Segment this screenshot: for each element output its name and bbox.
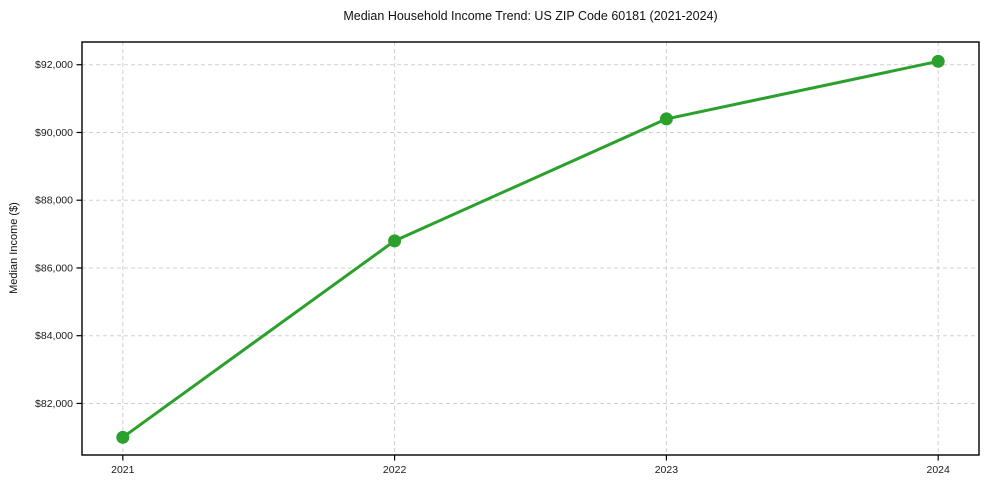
x-tick-label: 2023 <box>655 464 679 476</box>
trend-line <box>121 59 940 439</box>
y-tick-label: $90,000 <box>35 127 73 139</box>
y-tick-label: $92,000 <box>35 59 73 71</box>
axes-border <box>81 41 980 456</box>
y-tick-label: $84,000 <box>35 330 73 342</box>
data-point-marker <box>388 234 402 248</box>
chart-title: Median Household Income Trend: US ZIP Co… <box>343 9 718 23</box>
x-tick-label: 2021 <box>111 464 135 476</box>
data-point-marker <box>659 112 673 126</box>
y-tick-label: $86,000 <box>35 262 73 274</box>
data-point-marker <box>931 54 945 68</box>
data-point-marker <box>116 430 130 444</box>
y-tick-label: $82,000 <box>35 398 73 410</box>
x-tick-label: 2024 <box>927 464 951 476</box>
y-tick-label: $88,000 <box>35 195 73 207</box>
x-tick-label: 2022 <box>383 464 407 476</box>
